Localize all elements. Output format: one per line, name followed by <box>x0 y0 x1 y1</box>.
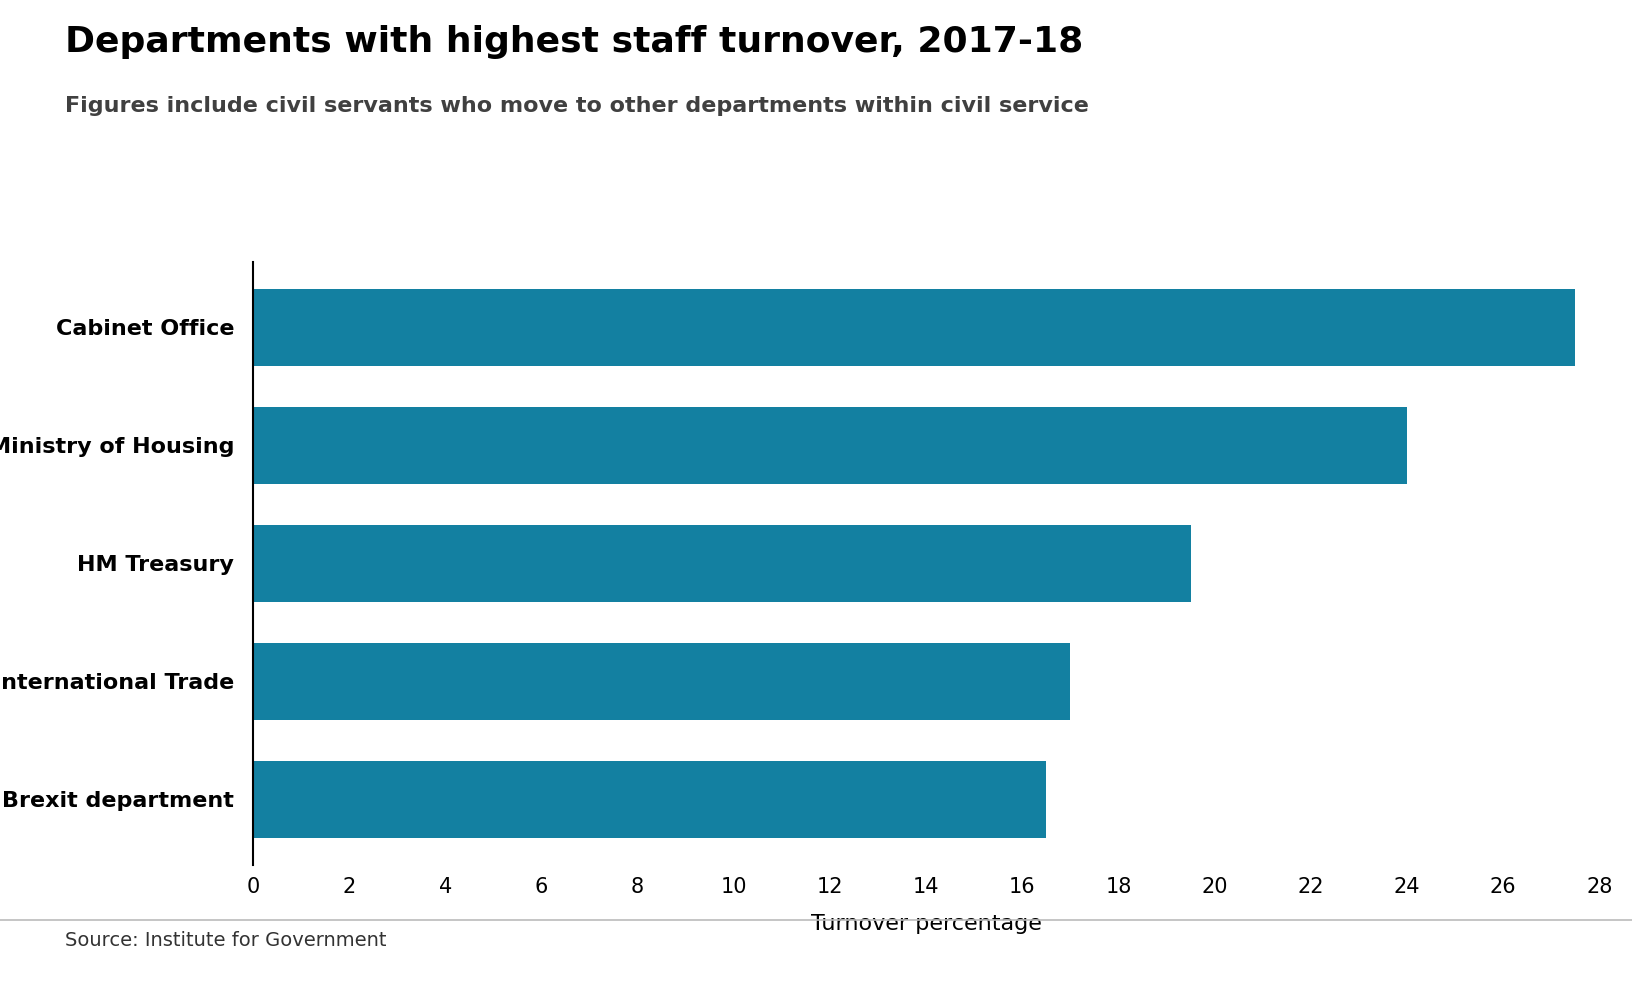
Text: BBC: BBC <box>1518 955 1563 975</box>
Bar <box>253 643 1071 719</box>
Text: Source: Institute for Government: Source: Institute for Government <box>65 931 387 950</box>
Text: Departments with highest staff turnover, 2017-18: Departments with highest staff turnover,… <box>65 25 1084 59</box>
Bar <box>253 289 1575 366</box>
Bar <box>253 525 1191 602</box>
Bar <box>253 407 1407 484</box>
Bar <box>253 761 1046 838</box>
Text: Figures include civil servants who move to other departments within civil servic: Figures include civil servants who move … <box>65 96 1089 116</box>
X-axis label: Turnover percentage: Turnover percentage <box>811 913 1041 934</box>
